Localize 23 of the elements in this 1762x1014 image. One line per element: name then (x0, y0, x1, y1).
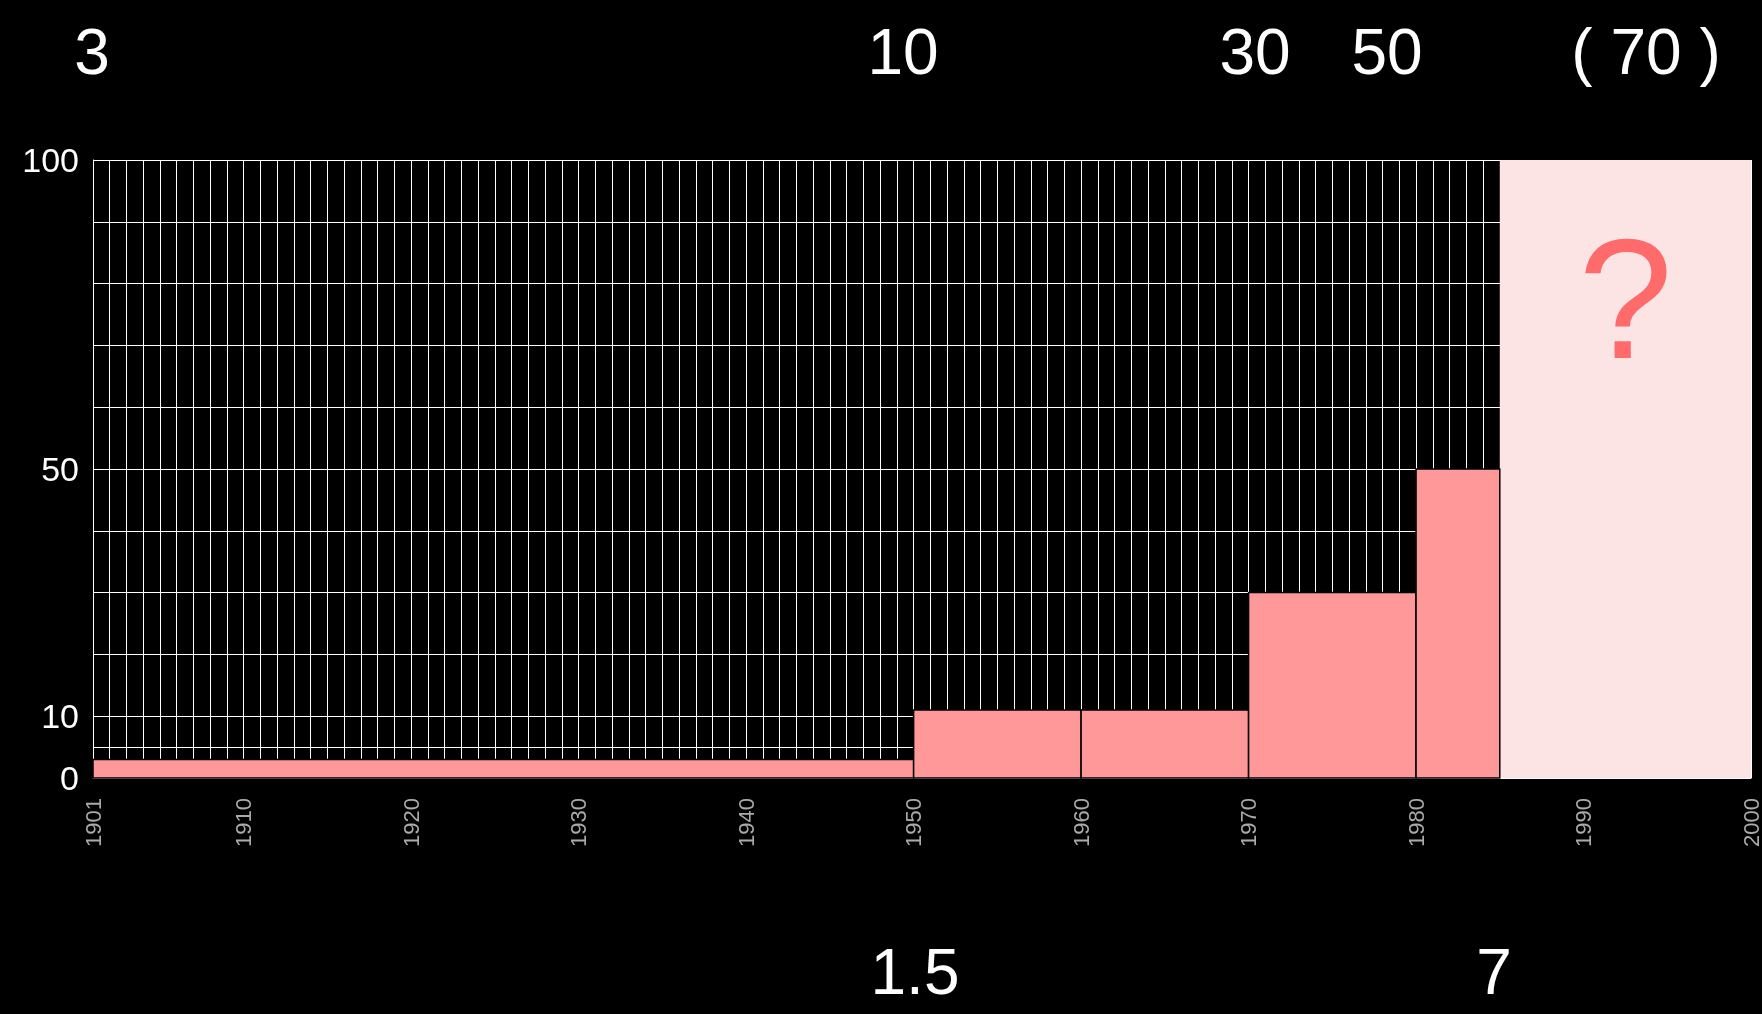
text: 3 (74, 16, 110, 88)
text: 30 (1219, 16, 1291, 88)
x-tick-label: 1960 (1068, 798, 1094, 847)
text: 1.5 (870, 936, 960, 1008)
x-tick-label: 1990 (1571, 798, 1597, 847)
text: ( 70 ) (1571, 16, 1721, 88)
x-tick-label: 1930 (566, 798, 592, 847)
y-tick-label: 50 (41, 450, 79, 488)
x-tick-label: 1970 (1236, 798, 1262, 847)
x-tick-label: 1950 (901, 798, 927, 847)
y-tick-label: 10 (41, 697, 79, 736)
text: 10 (867, 16, 939, 88)
x-tick-label: 1980 (1403, 798, 1429, 847)
text: 50 (1351, 16, 1423, 88)
y-tick-label: 0 (60, 759, 79, 797)
x-tick-label: 2000 (1738, 798, 1762, 847)
x-tick-label: 1910 (231, 798, 257, 847)
text: 7 (1476, 936, 1512, 1008)
x-tick-label: 1901 (80, 798, 106, 847)
band-label: ? (1578, 204, 1673, 394)
x-tick-label: 1920 (398, 798, 424, 847)
y-tick-label: 100 (22, 141, 79, 179)
x-tick-label: 1940 (733, 798, 759, 847)
